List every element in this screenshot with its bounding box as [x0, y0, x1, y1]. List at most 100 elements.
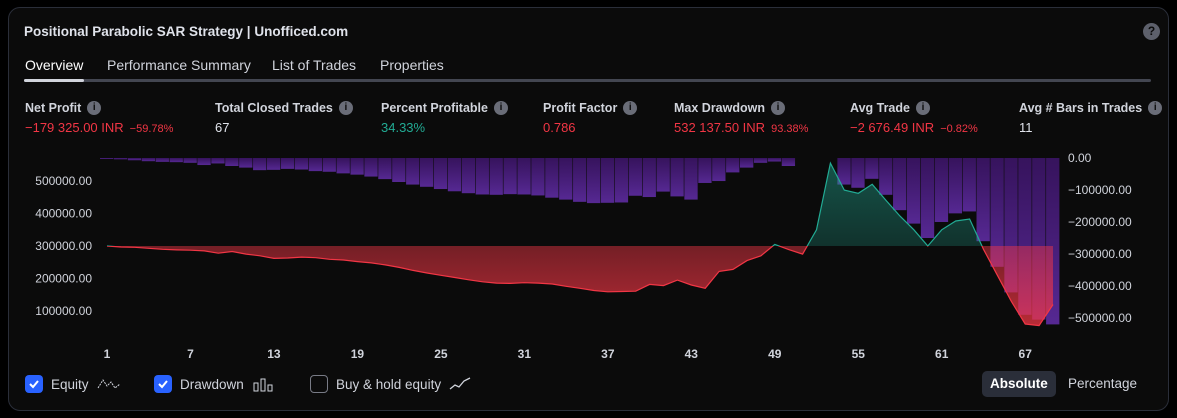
legend-drawdown[interactable]: Drawdown [154, 373, 274, 395]
drawdown-bar [169, 158, 183, 163]
info-icon[interactable]: i [493, 101, 508, 115]
drawdown-bar [336, 158, 350, 174]
tab-properties[interactable]: Properties [380, 57, 444, 73]
tab-list-of-trades[interactable]: List of Trades [272, 57, 357, 73]
drawdown-bar [753, 158, 768, 163]
x-axis-tick-label: 1 [104, 347, 111, 361]
tab-underline-track [24, 79, 1151, 82]
x-axis: 1 7 13 19 25 31 37 43 49 55 61 67 [104, 347, 1033, 361]
metric-value: −2 676.49 INR [850, 120, 935, 135]
drawdown-bar [447, 158, 462, 192]
drawdown-bar [837, 158, 851, 185]
tab-performance-summary[interactable]: Performance Summary [107, 57, 251, 73]
drawdown-bar [573, 158, 587, 202]
drawdown-bar [433, 158, 448, 190]
equity-line-profit [107, 161, 983, 246]
checkbox-buy-hold[interactable] [310, 375, 328, 393]
x-axis-tick-label: 55 [852, 347, 866, 361]
info-icon[interactable]: i [87, 101, 102, 115]
x-axis-tick-label: 61 [935, 347, 949, 361]
drawdown-bar [851, 158, 865, 188]
left-axis-tick-label: 400000.00 [35, 207, 92, 221]
metric-label: Max Drawdown [674, 101, 765, 115]
right-axis-tick-label: 0.00 [1068, 151, 1092, 165]
drawdown-bar [962, 158, 976, 212]
drawdown-bar [280, 158, 295, 169]
checkbox-drawdown[interactable] [154, 375, 172, 393]
drawdown-bar [475, 158, 489, 195]
drawdown-bar [308, 158, 323, 172]
right-axis-tick-label: −500000.00 [1068, 311, 1132, 325]
drawdown-bar [781, 158, 796, 166]
drawdown-bar [225, 158, 239, 166]
equity-line-loss [106, 246, 1054, 327]
legend-drawdown-label: Drawdown [180, 376, 244, 392]
info-icon[interactable]: i [771, 101, 785, 115]
drawdown-bar [670, 158, 684, 197]
drawdown-bar [253, 158, 267, 171]
mode-absolute-button[interactable]: Absolute [982, 371, 1056, 397]
mode-percentage-button[interactable]: Percentage [1068, 376, 1138, 391]
drawdown-bar [976, 158, 990, 242]
equity-profit-fill [107, 163, 1053, 246]
info-icon[interactable]: i [338, 101, 353, 115]
legend-equity-label: Equity [51, 376, 89, 392]
x-axis-tick-label: 31 [518, 347, 532, 361]
tab-overview[interactable]: Overview [25, 57, 84, 73]
left-axis-tick-label: 100000.00 [35, 304, 92, 318]
left-axis-tick-label: 200000.00 [35, 272, 92, 286]
info-icon[interactable]: i [1148, 101, 1163, 115]
drawdown-bar [461, 158, 476, 194]
drawdown-bar [559, 158, 573, 200]
left-axis: 500000.00 400000.00 300000.00 200000.00 1000… [35, 174, 92, 318]
metric-max-drawdown: Max Drawdown i 532 137.50 INR 93.38% [674, 101, 808, 135]
legend-equity[interactable]: Equity [25, 373, 121, 395]
metric-percent: −59.78% [129, 123, 174, 135]
drawdown-bar [322, 158, 336, 172]
drawdown-bar [740, 158, 754, 168]
x-axis-tick-label: 43 [685, 347, 699, 361]
x-axis-tick-label: 49 [768, 347, 782, 361]
drawdown-bar [600, 158, 615, 203]
drawdown-bar [614, 158, 629, 203]
equity-loss-fill [107, 246, 1053, 326]
check-icon [158, 380, 168, 389]
info-icon[interactable]: i [915, 101, 930, 115]
metric-value: −179 325.00 INR [25, 120, 124, 135]
drawdown-bar [934, 158, 949, 222]
metric-value: 34.33% [381, 120, 426, 135]
checkbox-equity[interactable] [25, 375, 43, 393]
drawdown-bar [920, 158, 935, 238]
metric-value: 532 137.50 INR [674, 120, 766, 135]
metric-label: Total Closed Trades [215, 101, 333, 115]
drawdown-bar [545, 158, 559, 198]
metric-percent: −0.82% [940, 123, 978, 135]
info-icon[interactable]: i [623, 101, 638, 115]
drawdown-bar [489, 158, 503, 195]
metric-label: Avg # Bars in Trades [1019, 101, 1143, 115]
drawdown-bar [990, 158, 1004, 267]
buyhold-line-icon [449, 377, 471, 390]
metric-total-closed-trades: Total Closed Trades i 67 [215, 101, 353, 135]
drawdown-bar [350, 158, 364, 175]
metric-value: 67 [215, 120, 230, 135]
metric-avg-bars: Avg # Bars in Trades i 11 [1019, 101, 1163, 135]
equity-line [106, 161, 1054, 327]
drawdown-bar [684, 158, 698, 200]
metric-label: Profit Factor [543, 101, 618, 115]
x-axis-tick-label: 25 [434, 347, 448, 361]
x-axis-tick-label: 37 [601, 347, 615, 361]
equity-line-icon [97, 379, 120, 389]
drawdown-bar [586, 158, 601, 204]
drawdown-bar [948, 158, 963, 214]
drawdown-bar [266, 158, 281, 170]
check-icon [29, 380, 39, 389]
drawdown-bar [392, 158, 406, 182]
drawdown-bar [767, 158, 782, 162]
question-circle-icon[interactable]: ? [1143, 23, 1160, 40]
legend-buy-hold[interactable]: Buy & hold equity [310, 373, 471, 395]
drawdown-bar [211, 158, 225, 164]
drawdown-bar [628, 158, 643, 196]
drawdown-bar [517, 158, 531, 195]
